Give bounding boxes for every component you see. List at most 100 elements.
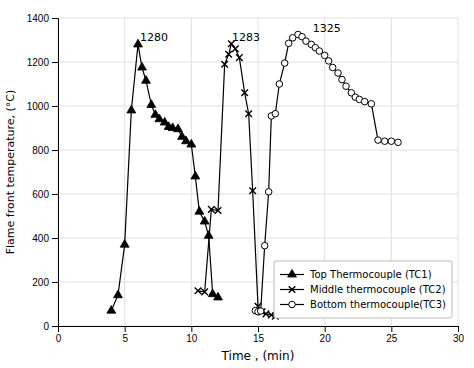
- grid-line-y: [58, 194, 458, 195]
- x-tick: 10: [186, 326, 198, 344]
- y-tick-mark: [52, 238, 58, 239]
- x-tick-mark: [391, 326, 392, 332]
- legend-box: [274, 261, 452, 318]
- series-marker: [339, 76, 346, 83]
- series-marker: [138, 62, 147, 70]
- y-tick: 600: [32, 189, 58, 200]
- series-marker: [343, 83, 350, 90]
- grid-line-x: [124, 18, 125, 326]
- series-marker: [107, 305, 116, 313]
- x-axis: 0 5 10 15 20 25 30: [56, 326, 465, 344]
- series-marker: [395, 139, 402, 146]
- x-tick: 20: [320, 326, 332, 344]
- series-marker: [381, 138, 388, 145]
- series-line: [111, 44, 218, 310]
- y-tick-label: 1000: [27, 101, 50, 112]
- x-axis-title: Time , (min): [221, 349, 295, 363]
- y-axis-title: Flame front temperature, (°C): [4, 90, 17, 255]
- series-marker: [335, 70, 342, 77]
- x-tick-label: 25: [386, 333, 398, 344]
- x-tick: 30: [453, 326, 465, 344]
- chart: 0 5 10 15 20 25 30 0 200 400 600 800 1000 1200 1400 Tim…: [0, 0, 474, 368]
- grid-line-x: [191, 18, 192, 326]
- legend-entry: Top Thermocouple (TC1): [280, 269, 432, 280]
- y-axis: 0 200 400 600 800 1000 1200 1400: [27, 13, 59, 332]
- y-tick-label: 200: [32, 277, 49, 288]
- y-tick-mark: [52, 282, 58, 283]
- y-tick-mark: [52, 18, 58, 19]
- series-marker: [120, 239, 129, 247]
- series-marker: [388, 138, 395, 145]
- series-marker: [215, 207, 222, 214]
- y-tick-label: 1400: [27, 13, 50, 24]
- grid-line-y: [58, 238, 458, 239]
- series-marker: [249, 187, 256, 194]
- y-tick-mark: [52, 326, 58, 327]
- x-tick-label: 10: [186, 333, 198, 344]
- legend-label: Bottom thermocouple(TC3): [310, 299, 446, 310]
- x-tick: 25: [386, 326, 398, 344]
- annotation: 1283: [232, 31, 260, 44]
- annotation: 1280: [140, 31, 168, 44]
- series-marker: [127, 105, 136, 113]
- x-tick-label: 5: [122, 333, 128, 344]
- y-tick-label: 800: [32, 145, 49, 156]
- x-tick-label: 0: [56, 333, 62, 344]
- series-marker: [195, 206, 204, 214]
- grid-line-x: [258, 18, 259, 326]
- y-tick: 800: [32, 145, 58, 156]
- y-tick: 1400: [27, 13, 58, 24]
- y-tick: 1000: [27, 101, 58, 112]
- grid-line-x: [458, 18, 459, 326]
- x-axis-line: [59, 327, 459, 333]
- series-marker: [329, 64, 336, 71]
- x-tick-label: 30: [453, 333, 465, 344]
- series-marker: [325, 58, 332, 65]
- x-tick-mark: [191, 326, 192, 332]
- annotations: 1280 1283 1325: [140, 22, 341, 44]
- x-tick-label: 15: [253, 333, 265, 344]
- series-marker: [200, 216, 209, 224]
- annotation: 1325: [313, 22, 341, 35]
- series-marker: [272, 110, 279, 117]
- x-tick-mark: [125, 326, 126, 332]
- series-marker: [261, 242, 268, 249]
- legend-marker: [288, 269, 297, 277]
- series-marker: [221, 61, 228, 68]
- y-tick-mark: [52, 62, 58, 63]
- y-tick-label: 1200: [27, 57, 50, 68]
- x-tick-mark: [458, 326, 459, 332]
- x-tick-label: 20: [320, 333, 332, 344]
- series-marker: [174, 124, 183, 132]
- y-tick-label: 600: [32, 189, 49, 200]
- legend-entry: Bottom thermocouple(TC3): [280, 299, 446, 310]
- y-tick-mark: [52, 150, 58, 151]
- grid-line-y: [58, 62, 458, 63]
- grid-line-y: [58, 18, 458, 19]
- x-tick-mark: [325, 326, 326, 332]
- series-marker: [225, 51, 232, 58]
- series-marker: [236, 54, 243, 61]
- series-marker: [208, 206, 215, 213]
- grid: [58, 18, 458, 326]
- x-tick: 15: [253, 326, 265, 344]
- series-marker: [257, 308, 264, 315]
- y-tick: 1200: [27, 57, 58, 68]
- y-tick-mark: [52, 106, 58, 107]
- y-tick: 200: [32, 277, 58, 288]
- y-tick-mark: [52, 194, 58, 195]
- y-tick-label: 0: [43, 321, 49, 332]
- x-tick: 5: [122, 326, 128, 344]
- series-marker: [201, 289, 208, 296]
- y-tick: 400: [32, 233, 58, 244]
- legend-entry: Middle thermocouple (TC2): [280, 284, 446, 295]
- y-tick: 0: [43, 321, 58, 332]
- legend-marker: [289, 301, 296, 308]
- series-line: [198, 44, 275, 316]
- series-marker: [375, 137, 382, 144]
- series-marker: [276, 81, 283, 88]
- series-marker: [245, 110, 252, 117]
- series-marker: [265, 189, 272, 196]
- series-marker: [361, 98, 368, 105]
- series-marker: [232, 46, 239, 53]
